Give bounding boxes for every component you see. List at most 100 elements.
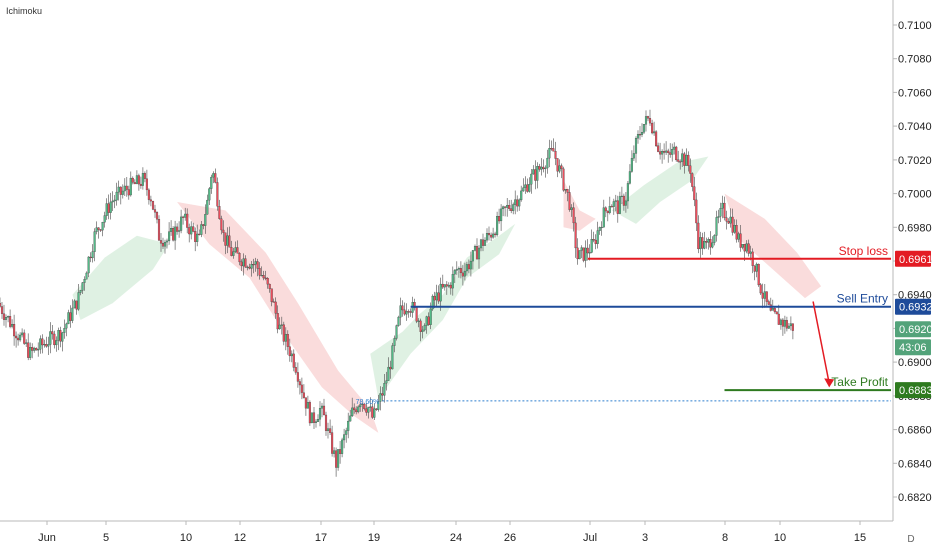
candle-body (216, 182, 219, 207)
candle-body (91, 251, 94, 259)
x-tick-label: 10 (180, 532, 192, 544)
candle-body (463, 270, 466, 277)
candle-body (320, 405, 324, 409)
bar-countdown-tag[interactable]: 43:06 (895, 339, 931, 356)
timezone-corner-label: D (907, 534, 914, 545)
candle-body (441, 283, 444, 288)
candle-body (318, 408, 322, 420)
candle-body (777, 313, 780, 325)
candle-body (687, 154, 690, 166)
ichimoku-cloud-bullish (72, 235, 170, 320)
candle-body (447, 284, 450, 287)
candle-body (564, 189, 567, 191)
candle-body (361, 403, 364, 405)
candle-body (268, 283, 271, 289)
candle-body (701, 237, 704, 249)
candle-body (79, 290, 82, 293)
candle-body (644, 116, 648, 125)
x-tick-label: 5 (103, 532, 109, 544)
candle-body (163, 241, 167, 247)
candle-body (379, 393, 382, 402)
candle-body (586, 247, 589, 254)
stop-loss-price-tag[interactable]: 0.69613 (895, 250, 932, 267)
candle-body (485, 233, 489, 241)
y-tick-label: 0.68200 (898, 492, 932, 504)
candle-body (789, 323, 792, 327)
candle-body (149, 199, 152, 202)
candle-body (560, 165, 563, 170)
candle-body (250, 264, 253, 269)
current-price-tag[interactable]: 0.69207 (895, 321, 932, 338)
candle-body (596, 230, 599, 244)
candle-body (266, 278, 269, 285)
candle-body (584, 247, 587, 261)
candle-body (312, 412, 316, 423)
candle-body (45, 344, 48, 347)
candle-body (123, 185, 126, 192)
candle-body (214, 173, 217, 183)
candle-body (467, 264, 470, 270)
candle-body (357, 406, 360, 413)
candle-body (711, 242, 714, 248)
candle-body (725, 217, 728, 222)
candle-body (37, 349, 40, 351)
candle-body (89, 256, 92, 259)
x-tick-label: 15 (854, 532, 866, 544)
candle-body (739, 233, 742, 248)
candle-body (578, 250, 581, 260)
candle-body (568, 192, 571, 210)
candle-body (395, 325, 398, 339)
candle-body (353, 407, 356, 411)
candle-body (107, 203, 110, 213)
candle-body (212, 173, 215, 178)
candle-body (594, 239, 597, 244)
candle-body (131, 177, 134, 183)
candle-body (681, 153, 684, 162)
candle-body (240, 261, 243, 267)
indicator-label[interactable]: Ichimoku (6, 6, 43, 16)
candle-body (292, 353, 295, 368)
candle-body (347, 420, 350, 431)
candle-body (721, 202, 724, 209)
candle-body (518, 199, 521, 207)
x-tick-label: 19 (368, 532, 380, 544)
candle-body (331, 432, 334, 454)
candle-body (506, 205, 509, 208)
candle-body (443, 284, 446, 288)
candle-body (377, 401, 380, 410)
candle-body (55, 340, 58, 346)
candle-body (502, 206, 505, 210)
candle-body (747, 243, 750, 254)
candle-body (640, 132, 644, 135)
candle-body (343, 434, 346, 441)
candle-body (125, 185, 128, 190)
candle-body (49, 331, 52, 345)
candle-body (339, 449, 342, 454)
candle-body (534, 169, 537, 181)
candle-body (393, 338, 396, 346)
candle-body (17, 337, 20, 341)
candle-body (391, 345, 394, 370)
stop-loss-price-tag-text: 0.69613 (899, 254, 932, 266)
candle-body (304, 397, 307, 409)
candle-body (234, 247, 237, 252)
candles-layer (0, 109, 794, 477)
x-tick-label: 10 (774, 532, 786, 544)
sell-entry-price-tag[interactable]: 0.69329 (895, 298, 932, 315)
candle-body (512, 204, 515, 211)
candle-body (685, 154, 688, 166)
candle-body (127, 189, 130, 196)
candle-body (176, 226, 179, 232)
candle-body (151, 200, 155, 210)
bar-countdown-tag-bg (895, 339, 931, 356)
projection-arrow-shaft (812, 301, 830, 384)
take-profit-price-tag[interactable]: 0.68834 (895, 382, 932, 399)
candle-body (29, 347, 32, 358)
candle-body (646, 116, 650, 119)
candle-body (103, 215, 106, 223)
x-tick-label: 26 (504, 532, 516, 544)
candle-body (763, 291, 766, 299)
candle-body (157, 219, 161, 241)
candle-body (655, 131, 658, 147)
